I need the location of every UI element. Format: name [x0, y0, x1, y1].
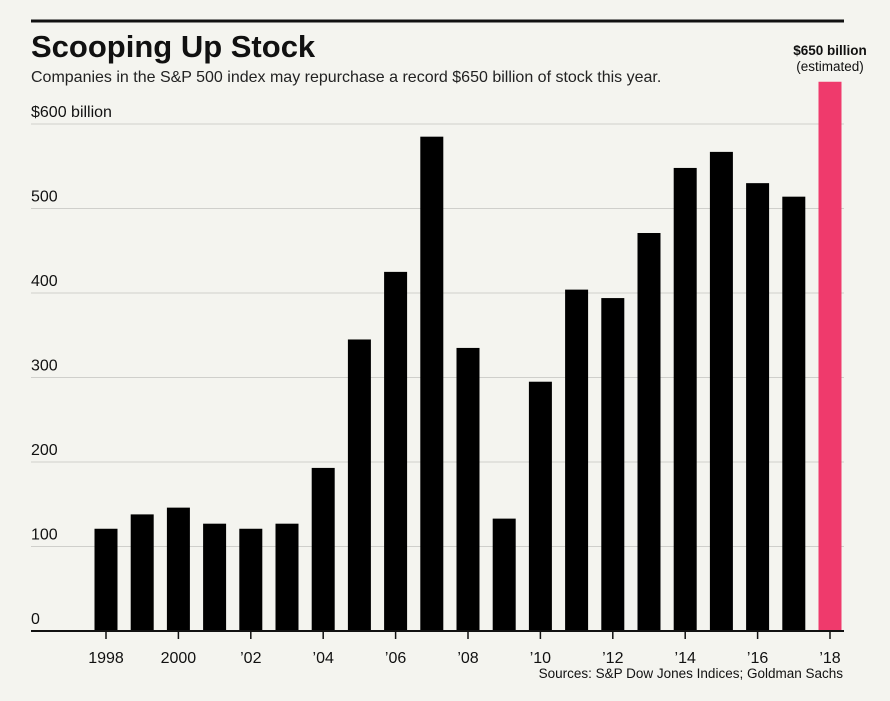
bar-2013: [637, 233, 661, 631]
x-axis-ticks: 1998 2000 ’02 ’04 ’06 ’08 ’10 ’12 ’14 ’16 ’18: [88, 631, 841, 667]
bar-2006: [384, 271, 408, 631]
bar-2010: [528, 381, 552, 631]
bar-2014: [673, 167, 697, 631]
bar-2015: [709, 151, 733, 631]
bars: [94, 81, 842, 632]
bar-2018-highlight: [818, 81, 842, 631]
bar-2002: [239, 528, 263, 631]
x-tick-label: ’16: [747, 650, 768, 667]
chart-title: Scooping Up Stock: [31, 29, 316, 64]
y-tick-label: 200: [31, 442, 58, 459]
bar-2007: [420, 136, 444, 632]
bar-2004: [311, 467, 335, 631]
x-tick-label: 2000: [161, 650, 197, 667]
y-tick-label: 100: [31, 527, 58, 544]
bar-2008: [456, 347, 480, 631]
bar-1999: [130, 514, 154, 631]
bar-2003: [275, 523, 299, 631]
bar-2016: [746, 183, 770, 631]
bar-2005: [347, 339, 371, 631]
chart-subtitle: Companies in the S&P 500 index may repur…: [31, 69, 661, 86]
y-tick-label: $600 billion: [31, 104, 112, 121]
bar-2017: [782, 196, 806, 632]
bar-1998: [94, 528, 118, 631]
highlight-value-label: $650 billion: [793, 43, 867, 58]
bar-2000: [166, 507, 190, 631]
bar-2001: [203, 523, 227, 631]
bar-2009: [492, 518, 516, 631]
x-tick-label: ’06: [385, 650, 406, 667]
x-tick-label: ’14: [675, 650, 696, 667]
y-tick-label: 0: [31, 611, 40, 628]
source-note: Sources: S&P Dow Jones Indices; Goldman …: [539, 666, 844, 681]
bar-2012: [601, 298, 625, 631]
y-tick-label: 400: [31, 273, 58, 290]
x-tick-label: ’02: [240, 650, 261, 667]
highlight-note-label: (estimated): [796, 59, 864, 74]
y-tick-label: 300: [31, 358, 58, 375]
bar-2011: [565, 289, 589, 631]
x-tick-label: ’08: [457, 650, 478, 667]
x-tick-label: ’18: [819, 650, 840, 667]
x-tick-label: ’12: [602, 650, 623, 667]
x-tick-label: ’10: [530, 650, 551, 667]
y-axis-ticks: 0 100 200 300 400 500 $600 billion: [31, 104, 112, 628]
x-tick-label: 1998: [88, 650, 124, 667]
y-tick-label: 500: [31, 189, 58, 206]
x-tick-label: ’04: [313, 650, 334, 667]
